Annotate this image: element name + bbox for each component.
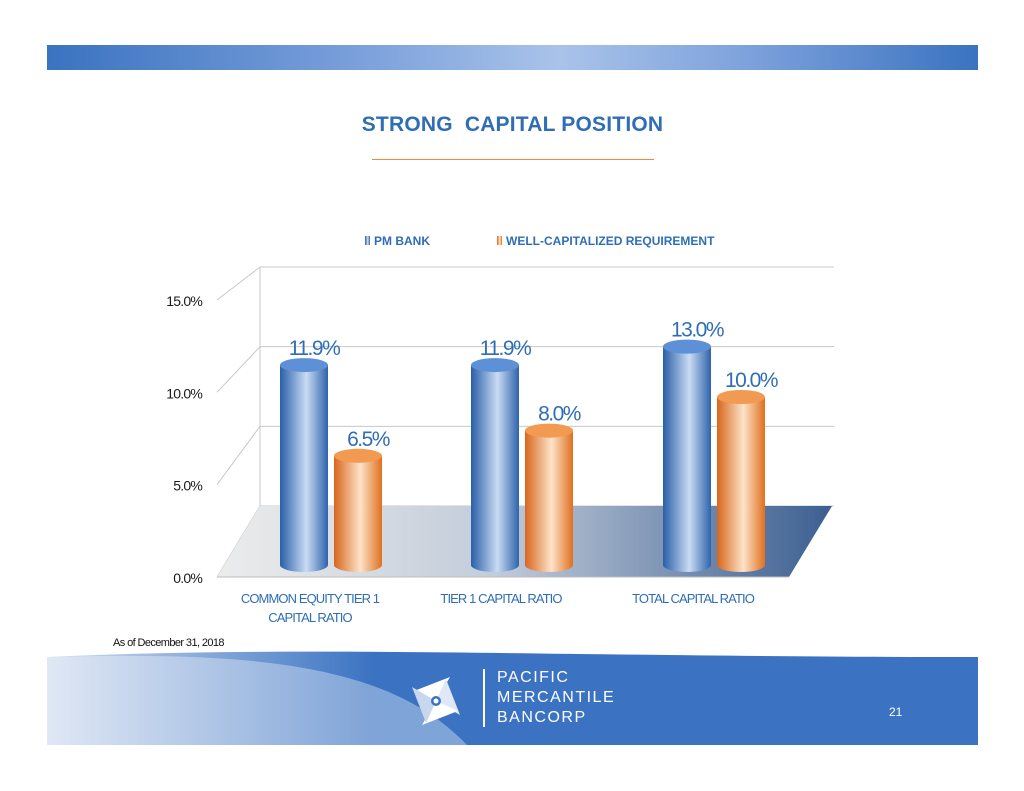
logo-text-line: BANCORP	[497, 709, 587, 726]
data-label: 6.5%	[347, 428, 390, 451]
bar-top-cap	[525, 423, 573, 438]
y-tick-label: 5.0%	[173, 478, 202, 494]
logo-text-line: PACIFIC	[497, 669, 570, 686]
legend-label: WELL-CAPITALIZED REQUIREMENT	[506, 234, 715, 248]
well-capitalized-bar	[525, 430, 573, 572]
pm-bank-bar	[280, 365, 328, 572]
logo-divider	[483, 669, 485, 727]
data-label: 8.0%	[538, 403, 581, 426]
well-capitalized-bar	[334, 455, 382, 572]
bar-top-cap	[280, 358, 328, 373]
data-label: 10.0%	[725, 369, 778, 392]
slide-title: STRONG CAPITAL POSITION	[361, 113, 664, 136]
slide: STRONG CAPITAL POSITION 0.0% 5.0% 10.0% 15.…	[47, 45, 978, 745]
y-tick-label: 15.0%	[166, 293, 202, 309]
gridline-side	[216, 266, 261, 301]
legend-label: PM BANK	[374, 234, 430, 248]
x-category-label: COMMON EQUITY TIER 1	[241, 591, 380, 606]
legend-swatch	[497, 236, 502, 245]
capital-ratio-chart: 0.0% 5.0% 10.0% 15.0% 11.9% 11.9% 13.0% 6.5% 8.0…	[166, 234, 834, 625]
x-category-label: TOTAL CAPITAL RATIO	[632, 591, 755, 606]
x-category-label: TIER 1 CAPITAL RATIO	[440, 591, 562, 606]
well-capitalized-bar	[717, 397, 765, 572]
logo-text-line: MERCANTILE	[497, 689, 616, 706]
pinwheel-logo-icon	[412, 677, 460, 725]
x-category-label: CAPITAL RATIO	[268, 610, 352, 625]
pm-bank-bar	[471, 365, 519, 572]
footer-band	[47, 651, 978, 745]
bar-top-cap	[334, 448, 382, 463]
bar-top-cap	[663, 339, 711, 354]
bar-top-cap	[471, 358, 519, 373]
data-label: 11.9%	[480, 337, 531, 360]
as-of-footnote: As of December 31, 2018	[113, 637, 225, 649]
header-bar	[47, 45, 978, 70]
y-tick-label: 0.0%	[173, 570, 202, 586]
page-number: 21	[889, 705, 903, 719]
data-label: 11.9%	[289, 337, 340, 360]
gridline-side	[216, 346, 261, 393]
title-underline	[372, 159, 654, 160]
data-label: 13.0%	[671, 319, 724, 342]
gridline-side	[216, 426, 261, 485]
legend-swatch	[365, 236, 370, 245]
y-tick-label: 10.0%	[166, 385, 202, 401]
bar-top-cap	[717, 390, 765, 404]
pm-bank-bar	[663, 346, 711, 572]
